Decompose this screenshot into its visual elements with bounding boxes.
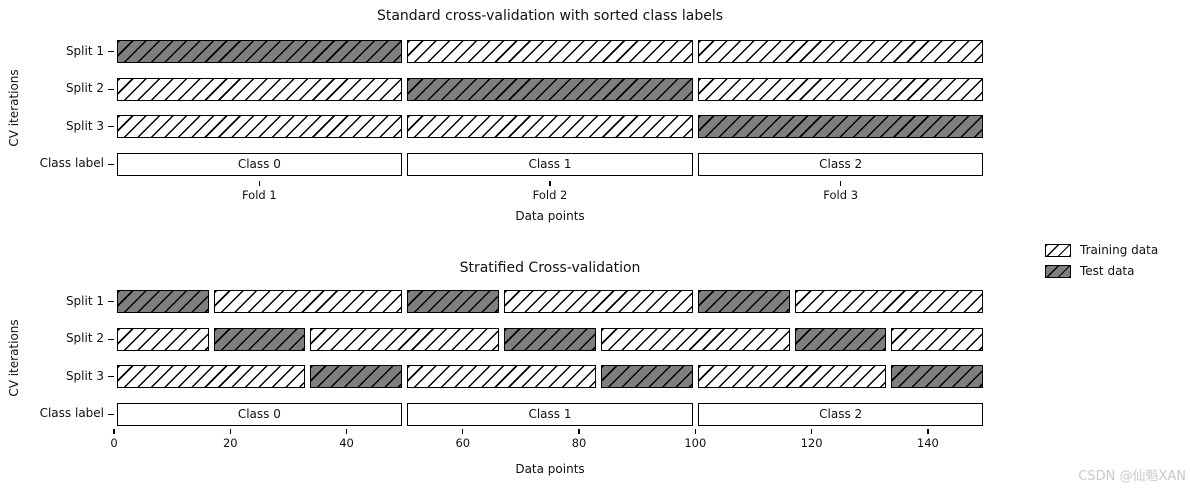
train-segment xyxy=(697,77,984,101)
chart-title: Stratified Cross-validation xyxy=(459,260,641,276)
test-segment xyxy=(116,290,209,313)
legend-item-test: Test data xyxy=(1045,264,1158,278)
x-tick-label: 100 xyxy=(684,436,707,450)
legend-label-test: Test data xyxy=(1080,264,1135,278)
x-tick-mark xyxy=(578,429,580,434)
x-tick-mark xyxy=(229,429,231,434)
y-tick-label: Split 2 xyxy=(65,81,104,96)
train-segment xyxy=(600,327,790,351)
x-tick-label: 140 xyxy=(916,436,939,450)
test-segment xyxy=(407,290,500,313)
class-segment: Class 1 xyxy=(407,402,693,426)
y-tick-label: Split 3 xyxy=(65,368,104,383)
x-tick-mark xyxy=(462,429,464,434)
test-segment xyxy=(213,327,306,351)
x-tick-label: 120 xyxy=(800,436,823,450)
train-segment xyxy=(407,40,693,63)
train-segment xyxy=(697,365,887,389)
y-tick-mark xyxy=(108,163,114,166)
legend-item-training: Training data xyxy=(1045,243,1158,257)
test-data-swatch-icon xyxy=(1045,264,1071,278)
y-tick-label: Split 1 xyxy=(65,43,104,58)
x-axis-label: Data points xyxy=(515,209,585,223)
x-tick-label: 0 xyxy=(110,436,118,450)
x-tick-mark xyxy=(810,429,813,434)
train-segment xyxy=(310,327,500,351)
x-tick-label: Fold 2 xyxy=(532,188,568,202)
y-tick-mark xyxy=(108,301,114,303)
train-segment xyxy=(504,290,693,313)
x-tick-mark xyxy=(113,429,115,434)
y-tick-label: Split 2 xyxy=(65,331,104,346)
train-segment xyxy=(116,77,403,101)
train-segment xyxy=(116,115,403,139)
legend: Training data Test data xyxy=(1045,243,1158,278)
x-tick-label: 20 xyxy=(222,436,238,450)
train-segment xyxy=(213,290,403,313)
y-tick-mark xyxy=(108,338,114,340)
class-segment: Class 2 xyxy=(697,152,984,176)
test-segment xyxy=(697,115,984,139)
class-segment: Class 0 xyxy=(116,402,403,426)
x-tick-mark xyxy=(345,429,348,434)
test-segment xyxy=(310,365,403,389)
class-segment: Class 2 xyxy=(697,402,984,426)
watermark: CSDN @仙魁XAN xyxy=(1078,469,1186,484)
y-tick-label: Split 1 xyxy=(65,293,104,308)
y-tick-label: Split 3 xyxy=(65,118,104,133)
test-segment xyxy=(600,365,693,389)
y-tick-label: Class label xyxy=(39,406,104,421)
legend-label-training: Training data xyxy=(1080,243,1159,257)
x-tick-mark xyxy=(694,429,696,434)
y-tick-mark xyxy=(108,413,114,416)
training-data-swatch-icon xyxy=(1045,243,1071,257)
train-segment xyxy=(794,290,984,313)
train-segment xyxy=(407,115,693,139)
train-segment xyxy=(116,327,209,351)
train-segment xyxy=(891,327,984,351)
x-tick-label: 40 xyxy=(339,436,354,450)
test-segment xyxy=(697,290,790,313)
x-axis-label: Data points xyxy=(515,462,585,476)
y-tick-mark xyxy=(108,88,114,90)
x-tick-mark xyxy=(549,181,551,186)
train-segment xyxy=(407,365,596,389)
y-tick-mark xyxy=(108,376,114,378)
class-segment: Class 0 xyxy=(116,152,403,176)
train-segment xyxy=(697,40,984,63)
x-tick-label: 60 xyxy=(455,436,471,450)
x-tick-mark xyxy=(840,181,842,186)
x-tick-mark xyxy=(927,429,929,434)
y-tick-mark xyxy=(108,51,114,53)
x-tick-label: Fold 3 xyxy=(823,188,859,202)
test-segment xyxy=(891,365,984,389)
test-segment xyxy=(504,327,596,351)
test-segment xyxy=(407,77,693,101)
x-tick-label: Fold 1 xyxy=(241,188,277,202)
test-segment xyxy=(116,40,403,63)
y-tick-label: Class label xyxy=(39,156,104,171)
x-tick-mark xyxy=(258,181,260,186)
train-segment xyxy=(116,365,306,389)
chart-title: Standard cross-validation with sorted cl… xyxy=(376,8,724,24)
x-tick-label: 80 xyxy=(571,436,587,450)
class-segment: Class 1 xyxy=(407,152,693,176)
test-segment xyxy=(794,327,887,351)
y-tick-mark xyxy=(108,126,114,128)
